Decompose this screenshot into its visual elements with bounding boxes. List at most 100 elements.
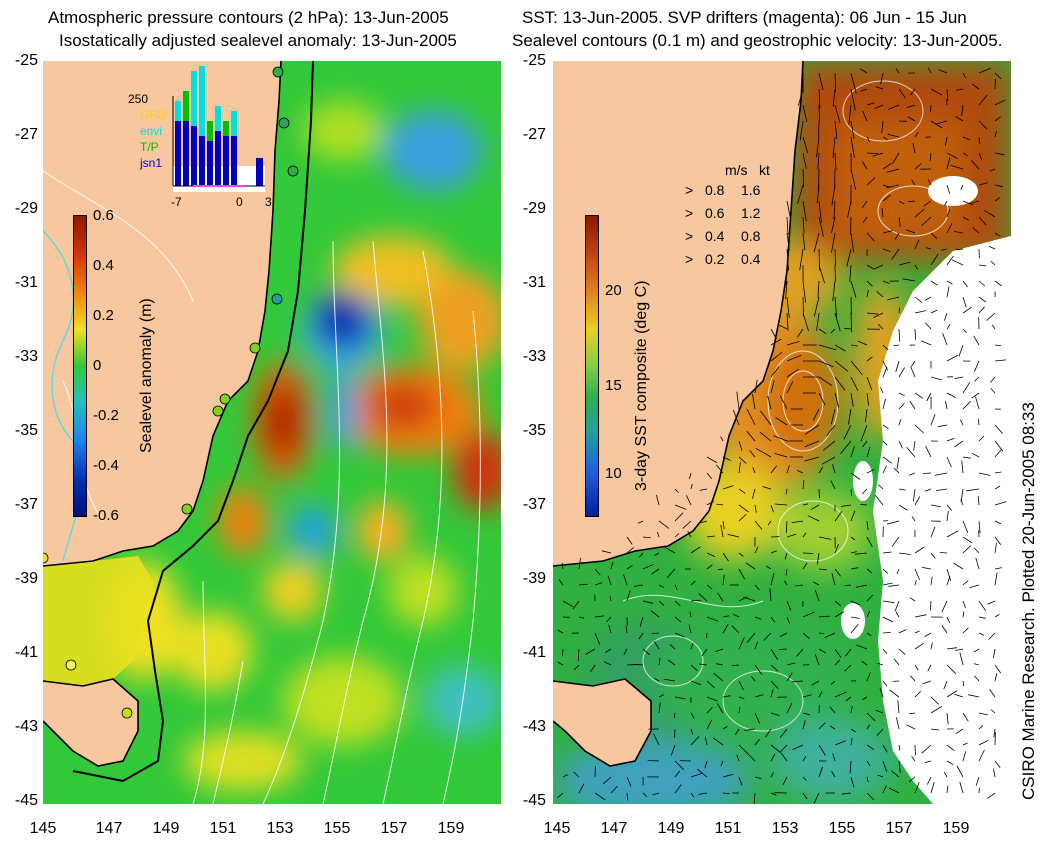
histogram-bar [223,121,229,186]
velocity-vector [896,456,900,470]
velocity-vector [962,520,969,533]
velocity-vector [850,312,853,333]
velocity-vector [770,328,777,340]
velocity-vector [882,600,895,604]
velocity-vector [882,568,889,574]
velocity-vector [909,675,916,682]
velocity-vector [882,785,887,794]
velocity-vector [978,749,985,762]
velocity-vector [674,760,684,770]
velocity-vector [978,306,985,314]
velocity-vector [770,380,775,394]
velocity-vector [994,424,1003,434]
right-xtick: 155 [828,820,856,837]
velocity-vector [561,563,564,570]
velocity-vector [850,600,861,606]
velocity-vector [770,550,777,554]
velocity-vector [850,232,854,253]
velocity-vector [950,165,964,170]
velocity-vector [810,504,820,511]
velocity-vector [738,637,745,650]
right-ytick: -27 [522,126,546,143]
velocity-vector [994,520,1002,525]
velocity-vector [946,392,956,398]
velocity-vector [914,239,920,250]
velocity-vector [978,740,989,746]
velocity-vector [769,588,772,602]
velocity-vector [717,592,724,602]
cloud-patches [841,176,978,639]
velocity-vector [962,280,968,288]
velocity-vector [712,737,724,746]
velocity-vector [623,648,628,655]
velocity-vector [850,623,859,634]
velocity-vector [994,542,997,554]
velocity-vector [898,760,901,774]
velocity-vector [936,488,948,491]
velocity-vector [962,216,969,221]
left-title-line2: Isostatically adjusted sealevel anomaly:… [59,31,457,50]
velocity-vector [706,552,716,557]
velocity-vector [637,520,644,524]
velocity-vector [946,664,957,674]
left-ytick: -39 [14,570,38,587]
velocity-vector [639,616,644,627]
velocity-vector [930,120,943,129]
velocity-vector [633,584,644,587]
velocity-vector [961,460,964,474]
velocity-vector [882,194,891,202]
velocity-vector [818,328,827,335]
velocity-vector [874,104,884,109]
velocity-vector [866,536,873,547]
velocity-vector [802,312,809,332]
velocity-vector [850,360,863,375]
velocity-vector [754,712,760,724]
velocity-vector [927,664,932,672]
velocity-vector [973,335,980,346]
velocity-vector [811,680,820,686]
velocity-vector [829,725,836,730]
velocity-vector [590,664,596,673]
velocity-vector [834,344,846,352]
vector-legend-header-ms: m/s [725,162,748,178]
velocity-vector [774,503,788,506]
velocity-vector [738,440,743,451]
velocity-vector [962,627,969,634]
sst-colorbar-label: 3-day SST composite (deg C) [633,280,650,491]
velocity-vector [940,248,948,251]
velocity-vector [886,184,900,189]
velocity-vector [601,550,612,554]
velocity-vector [882,582,893,586]
histogram-bar [183,91,189,186]
velocity-vector [946,456,952,468]
velocity-vector [990,376,996,383]
velocity-vector [848,104,852,125]
velocity-vector [910,367,916,378]
velocity-vector [934,472,948,476]
velocity-vector [792,744,804,750]
velocity-vector [658,702,661,714]
velocity-vector [887,104,900,110]
velocity-vector [834,544,839,554]
velocity-vector [802,611,815,618]
velocity-vector [921,340,932,346]
velocity-vector [688,624,692,634]
velocity-vector [850,551,857,554]
geostrophic-velocity-vectors [557,67,1007,804]
velocity-vector [866,312,879,315]
velocity-vector [791,680,804,683]
velocity-vector [866,356,873,362]
histogram-bar [183,91,189,121]
velocity-vector [978,264,987,267]
velocity-vector [831,770,836,778]
left-xtick: 157 [380,820,408,837]
velocity-vector [830,680,836,685]
velocity-vector [876,728,884,737]
velocity-vector [818,200,822,223]
velocity-vector [946,280,953,285]
histogram-bar [207,121,213,141]
velocity-vector [962,611,965,618]
velocity-vector [594,615,605,618]
velocity-vector [988,245,996,250]
velocity-vector [786,216,789,235]
